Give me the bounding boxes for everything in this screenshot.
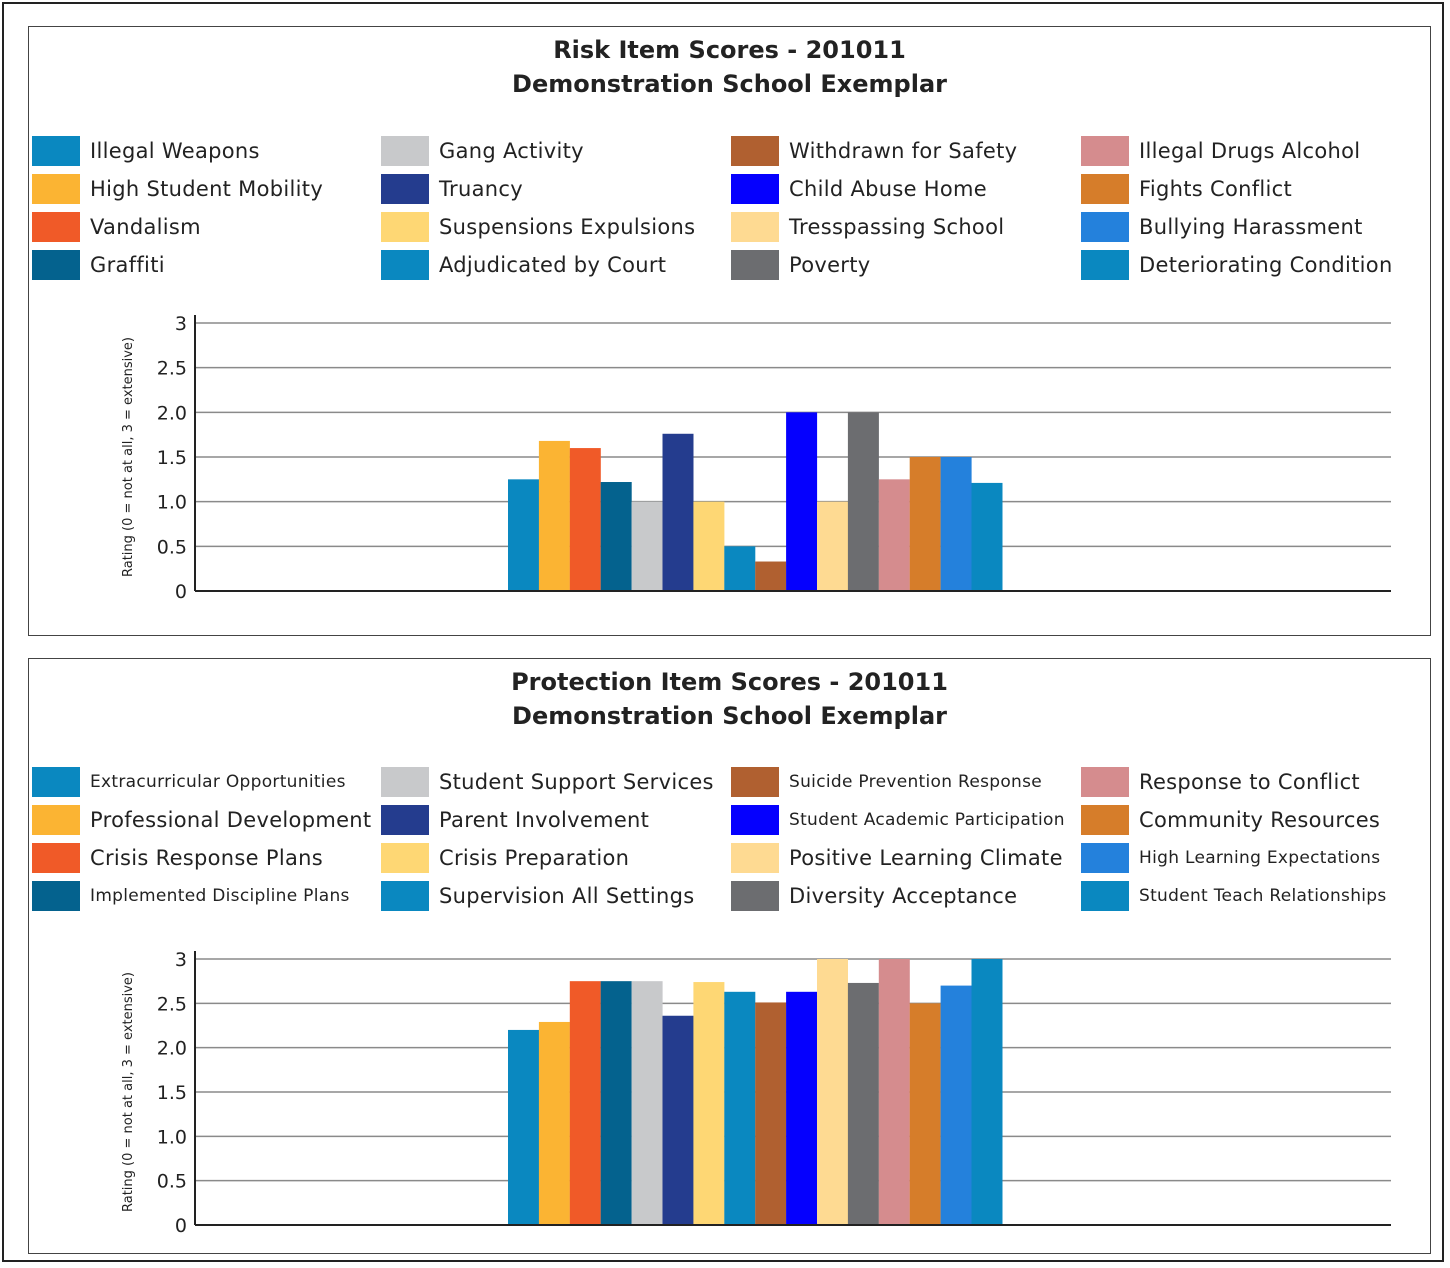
protection-bar-parent-involvement [662,1015,694,1225]
risk-bar-truancy [662,433,694,591]
protection-bar-supervision-all-settings [724,991,756,1225]
y-tick-label: 2.0 [157,1038,187,1060]
y-tick-label: 0 [175,581,187,603]
y-tick-label: 3 [175,313,187,335]
y-axis-label: Rating (0 = not at all, 3 = extensive) [121,337,136,577]
risk-bar-deteriorating-condition [971,482,1003,591]
risk-bar-bullying-harassment [940,457,972,591]
y-tick-label: 0 [175,1215,187,1237]
protection-bar-diversity-acceptance [847,982,879,1225]
protection-bar-student-academic-participation [786,991,818,1225]
protection-chart-title: Protection Item Scores - 201011 [511,668,948,696]
y-tick-label: 0.5 [157,1171,187,1193]
y-axis-label: Rating (0 = not at all, 3 = extensive) [121,972,136,1212]
protection-bar-positive-learning-climate [817,959,848,1225]
y-tick-label: 2.0 [157,402,187,424]
risk-bar-graffiti [600,482,632,591]
risk-bar-high-student-mobility [538,440,570,591]
risk-bar-withdrawn-for-safety [755,561,787,591]
risk-bar-tresspassing-school [817,501,848,591]
risk-bar-child-abuse-home [786,412,818,591]
risk-bar-fights-conflict [909,457,941,591]
protection-chart-plot: 0 0.5 1.0 1.5 2.0 2.5 3 Rating (0 = not at all,… [121,949,1391,1237]
risk-bar-vandalism [569,448,601,591]
y-tick-label: 1.5 [157,447,187,469]
protection-bar-extracurricular-opportunities [508,1029,539,1225]
risk-chart-panel: Risk Item Scores - 201011 Demonstration … [28,26,1431,636]
risk-bar-illegal-weapons [508,479,539,591]
y-tick-label: 1.0 [157,1126,187,1148]
risk-chart-title: Risk Item Scores - 201011 [553,36,906,64]
y-tick-label: 3 [175,949,187,971]
protection-chart-subtitle: Demonstration School Exemplar [512,702,947,730]
protection-chart-title-block: Protection Item Scores - 201011 Demonstr… [29,665,1430,733]
protection-bar-student-teach-relationships [971,959,1003,1225]
risk-bar-illegal-drugs-alcohol [878,479,910,591]
protection-chart-panel: Protection Item Scores - 201011 Demonstr… [28,658,1431,1254]
y-tick-label: 2.5 [157,358,187,380]
risk-bar-adjudicated-by-court [724,546,756,591]
risk-bar-suspensions-expulsions [693,501,725,591]
protection-bar-suicide-prevention-response [755,1002,787,1225]
protection-bar-implemented-discipline-plans [600,981,632,1225]
protection-bar-professional-development [538,1021,570,1225]
risk-chart-subtitle: Demonstration School Exemplar [512,70,947,98]
protection-bar-crisis-response-plans [569,981,601,1225]
y-tick-label: 1.5 [157,1082,187,1104]
y-tick-label: 0.5 [157,536,187,558]
risk-chart-title-block: Risk Item Scores - 201011 Demonstration … [29,33,1430,101]
y-tick-label: 1.0 [157,492,187,514]
protection-bar-student-support-services [631,981,663,1225]
protection-bar-community-resources [909,1003,941,1225]
protection-bar-high-learning-expectations [940,985,972,1225]
risk-bar-gang-activity [631,501,663,591]
protection-bar-response-to-conflict [878,959,910,1225]
protection-bar-crisis-preparation [693,982,725,1225]
risk-chart-plot: 0 0.5 1.0 1.5 2.0 2.5 3 Rating (0 = not at all,… [121,313,1391,603]
risk-bar-poverty [847,412,879,591]
y-tick-label: 2.5 [157,993,187,1015]
